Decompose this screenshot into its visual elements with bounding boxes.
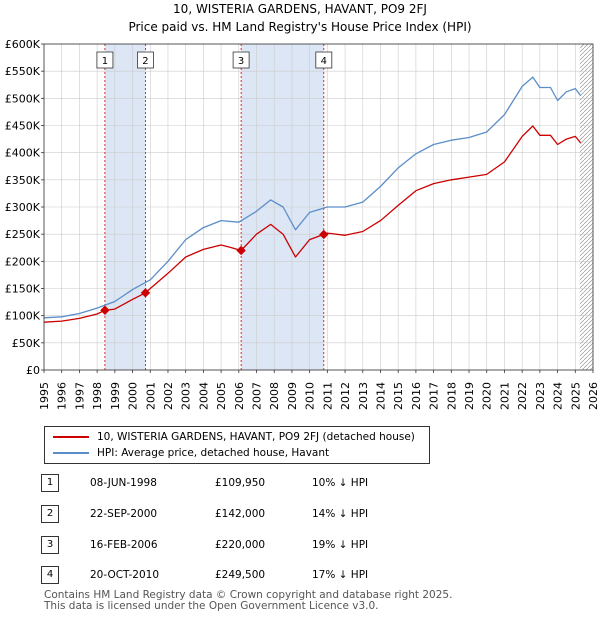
x-tick-label: 2019 [463,382,476,410]
hpi-line [43,76,582,319]
x-tick-label: 2020 [481,382,494,410]
transaction-date: 08-JUN-1998 [90,477,157,489]
chart-title-address: 10, WISTERIA GARDENS, HAVANT, PO9 2FJ [173,2,427,16]
x-tick-label: 2015 [392,382,405,410]
transaction-point [319,229,329,240]
y-tick-label: £100K [5,310,41,323]
chart-subtitle: Price paid vs. HM Land Registry's House … [128,20,472,34]
table-row: 4 20-OCT-2010 £249,500 17% ↓ HPI [0,565,600,585]
transaction-label: 3 [238,56,244,67]
x-tick-label: 2007 [251,382,264,410]
x-tick-label: 2023 [534,382,547,410]
chart-legend: 10, WISTERIA GARDENS, HAVANT, PO9 2FJ (d… [44,426,430,464]
y-tick-label: £50K [12,337,41,350]
transaction-hpi-diff: 10% ↓ HPI [312,477,369,489]
legend-label-hpi: HPI: Average price, detached house, Hava… [97,447,330,459]
x-tick-label: 1999 [109,382,122,410]
transaction-date: 20-OCT-2010 [90,569,159,581]
x-tick-label: 2026 [587,382,600,410]
x-tick-label: 2016 [410,382,423,410]
transaction-point [140,288,151,298]
y-tick-label: £200K [5,255,41,268]
transaction-hpi-diff: 17% ↓ HPI [312,569,369,581]
transaction-label-box [232,51,250,69]
y-tick-label: £0 [26,364,40,377]
x-tick-label: 2013 [357,382,370,410]
x-tick-label: 1995 [38,382,51,410]
x-tick-label: 1997 [73,382,86,410]
y-tick-label: £300K [5,201,41,214]
transaction-label: 1 [102,56,108,67]
x-tick-label: 2022 [516,382,529,410]
x-tick-label: 2006 [233,382,246,410]
x-tick-label: 2001 [144,382,157,410]
x-tick-label: 2018 [445,382,458,410]
x-tick-label: 2014 [374,382,387,410]
x-tick-label: 2002 [162,382,175,410]
y-tick-label: £550K [5,65,41,78]
x-tick-label: 2010 [304,382,317,410]
price-paid-line [43,125,582,323]
footer-copyright: Contains HM Land Registry data © Crown c… [44,589,453,601]
transaction-price: £220,000 [215,539,266,551]
x-tick-label: 2011 [321,382,334,410]
legend-label-price-paid: 10, WISTERIA GARDENS, HAVANT, PO9 2FJ (d… [97,431,415,443]
transaction-number: 3 [41,536,59,554]
transaction-point [236,245,246,256]
x-tick-label: 1998 [91,382,104,410]
legend-swatch-price-paid [53,436,89,438]
transaction-point [100,305,110,315]
transaction-label: 2 [142,56,148,67]
y-tick-label: £350K [5,174,41,187]
legend-swatch-hpi [53,452,89,454]
price-chart: 1 2 3 4 £0 £50K £100K £150K £200K £250K £300K £350… [5,38,600,410]
table-row: 1 08-JUN-1998 £109,950 10% ↓ HPI [0,473,600,493]
x-tick-label: 2012 [339,382,352,410]
y-tick-label: £400K [5,147,41,160]
x-tick-label: 2024 [552,382,565,410]
footer-attribution: Contains HM Land Registry data © Crown c… [44,590,452,612]
y-tick-label: £600K [5,38,41,51]
x-tick-label: 2005 [215,382,228,410]
x-tick-label: 2003 [180,382,193,410]
y-tick-label: £250K [5,228,41,241]
x-tick-label: 2017 [428,382,441,410]
x-tick-label: 2025 [569,382,582,410]
x-tick-label: 1996 [56,382,69,410]
transaction-label-box [96,51,114,69]
transaction-label: 4 [321,56,327,67]
transaction-price: £142,000 [215,508,266,520]
transaction-number: 4 [41,566,59,584]
transaction-label-box [137,51,154,69]
transaction-price: £249,500 [215,569,266,581]
transaction-date: 22-SEP-2000 [90,508,158,520]
footer-licence: This data is licensed under the Open Gov… [44,600,379,612]
transaction-price: £109,950 [215,477,266,489]
transaction-label-box [315,51,333,69]
y-tick-label: £500K [5,92,41,105]
transaction-hpi-diff: 14% ↓ HPI [312,508,369,520]
x-tick-label: 2021 [498,382,511,410]
y-tick-label: £450K [5,120,41,133]
transaction-number: 1 [41,474,59,492]
x-tick-label: 2009 [286,382,299,410]
transaction-hpi-diff: 19% ↓ HPI [312,539,369,551]
transaction-date: 16-FEB-2006 [90,539,158,551]
x-tick-label: 2000 [127,382,140,410]
table-row: 2 22-SEP-2000 £142,000 14% ↓ HPI [0,504,600,524]
x-tick-label: 2008 [268,382,281,410]
x-tick-label: 2004 [197,382,210,410]
transaction-number: 2 [41,505,59,523]
table-row: 3 16-FEB-2006 £220,000 19% ↓ HPI [0,535,600,555]
y-tick-label: £150K [5,283,41,296]
